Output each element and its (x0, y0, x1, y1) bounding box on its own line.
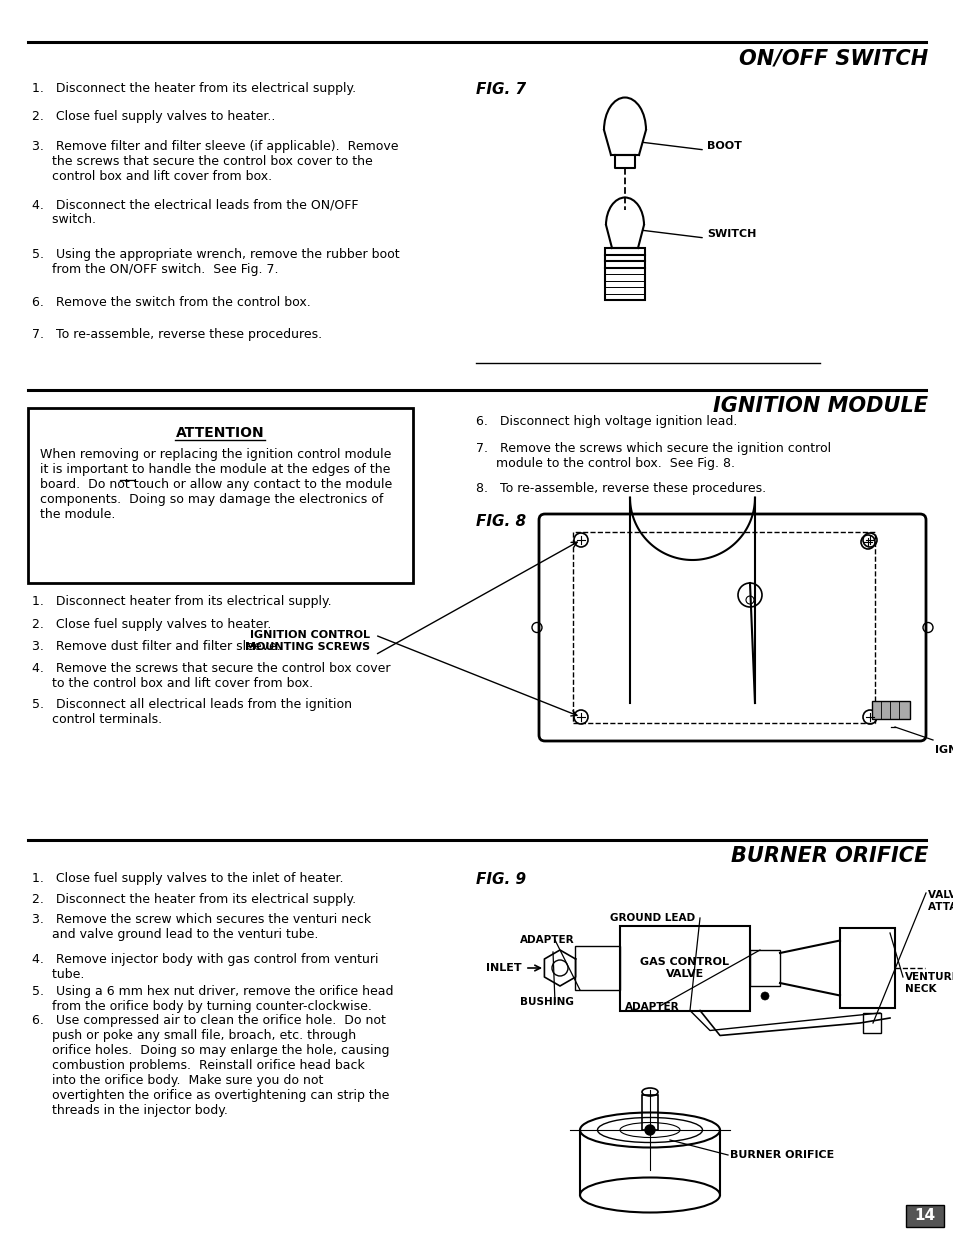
Text: 6.   Use compressed air to clean the orifice hole.  Do not
     push or poke any: 6. Use compressed air to clean the orifi… (32, 1014, 389, 1116)
Text: 3.   Remove the screw which secures the venturi neck
     and valve ground lead : 3. Remove the screw which secures the ve… (32, 913, 371, 941)
Text: ATTENTION: ATTENTION (176, 426, 265, 440)
Text: 14: 14 (914, 1209, 935, 1224)
Text: 3.   Remove filter and filter sleeve (if applicable).  Remove
     the screws th: 3. Remove filter and filter sleeve (if a… (32, 140, 398, 183)
Text: 7.   To re-assemble, reverse these procedures.: 7. To re-assemble, reverse these procedu… (32, 329, 322, 341)
Bar (641, 1095, 658, 1130)
Text: BUSHING: BUSHING (519, 997, 574, 1007)
Text: BURNER ORIFICE: BURNER ORIFICE (729, 1150, 833, 1160)
Text: 8.   To re-assemble, reverse these procedures.: 8. To re-assemble, reverse these procedu… (476, 482, 765, 495)
Text: SWITCH: SWITCH (706, 228, 756, 240)
Text: 2.   Close fuel supply valves to heater..: 2. Close fuel supply valves to heater.. (32, 110, 275, 124)
Text: 1.   Close fuel supply valves to the inlet of heater.: 1. Close fuel supply valves to the inlet… (32, 872, 343, 885)
Text: VENTURI
NECK: VENTURI NECK (904, 972, 953, 994)
Text: FIG. 8: FIG. 8 (476, 514, 525, 529)
Text: 3.   Remove dust filter and filter sleeve.: 3. Remove dust filter and filter sleeve. (32, 640, 280, 653)
Circle shape (644, 1125, 655, 1135)
Bar (28, 408, 413, 583)
Text: IGNITION CONTROL
MOUNTING SCREWS: IGNITION CONTROL MOUNTING SCREWS (245, 630, 370, 652)
Bar (905, 1205, 943, 1228)
Text: 4.   Remove injector body with gas control from venturi
     tube.: 4. Remove injector body with gas control… (32, 953, 378, 981)
Text: 4.   Remove the screws that secure the control box cover
     to the control box: 4. Remove the screws that secure the con… (32, 662, 390, 690)
Text: INLET: INLET (486, 963, 521, 973)
Text: When removing or replacing the ignition control module
it is important to handle: When removing or replacing the ignition … (40, 448, 392, 521)
Text: IGNITION MODULE: IGNITION MODULE (712, 396, 927, 416)
Text: GROUND LEAD: GROUND LEAD (609, 913, 695, 923)
Text: 5.   Using a 6 mm hex nut driver, remove the orifice head
     from the orifice : 5. Using a 6 mm hex nut driver, remove t… (32, 986, 393, 1013)
Text: BOOT: BOOT (706, 141, 741, 151)
Circle shape (760, 992, 768, 1000)
Bar (871, 701, 909, 719)
Text: FIG. 7: FIG. 7 (476, 82, 525, 98)
Text: 7.   Remove the screws which secure the ignition control
     module to the cont: 7. Remove the screws which secure the ig… (476, 442, 830, 471)
Text: 5.   Disconnect all electrical leads from the ignition
     control terminals.: 5. Disconnect all electrical leads from … (32, 698, 352, 726)
Bar (840, 927, 894, 1008)
Text: BURNER ORIFICE: BURNER ORIFICE (730, 846, 927, 866)
Text: 6.   Disconnect high voltage ignition lead.: 6. Disconnect high voltage ignition lead… (476, 415, 737, 429)
Text: 2.   Disconnect the heater from its electrical supply.: 2. Disconnect the heater from its electr… (32, 893, 355, 906)
Text: ON/OFF SWITCH: ON/OFF SWITCH (738, 48, 927, 68)
Text: ADAPTER: ADAPTER (624, 1002, 679, 1011)
Text: 1.   Disconnect the heater from its electrical supply.: 1. Disconnect the heater from its electr… (32, 82, 355, 95)
Text: ADAPTER: ADAPTER (519, 935, 574, 945)
Text: 2.   Close fuel supply valves to heater.: 2. Close fuel supply valves to heater. (32, 618, 271, 631)
Text: IGNITION LEAD: IGNITION LEAD (934, 745, 953, 755)
Bar (862, 1013, 880, 1032)
Bar (604, 248, 644, 300)
Bar (749, 950, 780, 986)
Text: VALVE GROUNDING AND
ATTACHMENT SCREW: VALVE GROUNDING AND ATTACHMENT SCREW (927, 890, 953, 911)
Text: 1.   Disconnect heater from its electrical supply.: 1. Disconnect heater from its electrical… (32, 595, 332, 608)
Bar (575, 946, 619, 990)
Text: 4.   Disconnect the electrical leads from the ON/OFF
     switch.: 4. Disconnect the electrical leads from … (32, 198, 358, 226)
Text: FIG. 9: FIG. 9 (476, 872, 525, 887)
Text: 6.   Remove the switch from the control box.: 6. Remove the switch from the control bo… (32, 296, 311, 309)
Bar (619, 925, 749, 1010)
Bar (573, 532, 874, 722)
Text: 5.   Using the appropriate wrench, remove the rubber boot
     from the ON/OFF s: 5. Using the appropriate wrench, remove … (32, 248, 399, 275)
Text: GAS CONTROL
VALVE: GAS CONTROL VALVE (639, 957, 729, 979)
